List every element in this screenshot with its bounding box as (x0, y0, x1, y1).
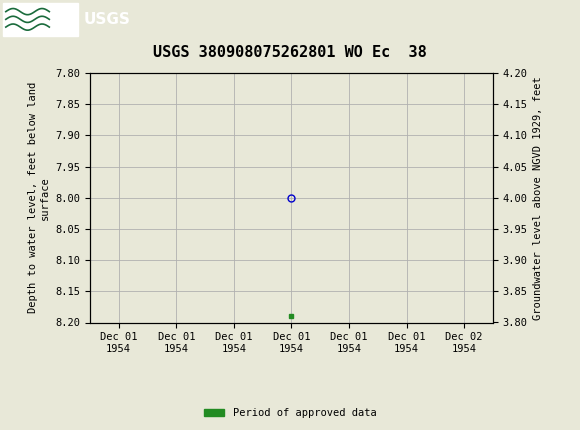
Legend: Period of approved data: Period of approved data (200, 404, 380, 423)
Text: USGS: USGS (84, 12, 131, 27)
Y-axis label: Depth to water level, feet below land
surface: Depth to water level, feet below land su… (28, 82, 50, 313)
Y-axis label: Groundwater level above NGVD 1929, feet: Groundwater level above NGVD 1929, feet (533, 76, 543, 319)
Text: USGS 380908075262801 WO Ec  38: USGS 380908075262801 WO Ec 38 (153, 45, 427, 60)
Bar (3, 3, 78, 36)
